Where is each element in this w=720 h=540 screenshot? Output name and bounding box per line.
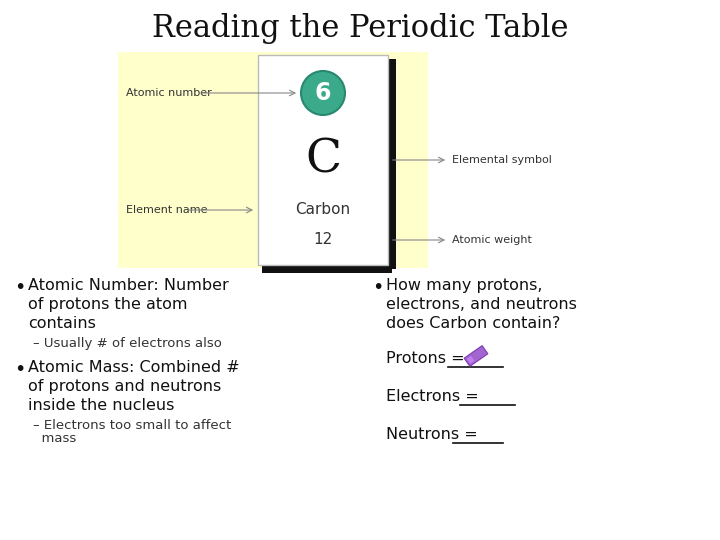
Text: contains: contains — [28, 316, 96, 331]
Text: •: • — [14, 360, 25, 379]
Text: Atomic Number: Number: Atomic Number: Number — [28, 278, 229, 293]
Text: How many protons,: How many protons, — [386, 278, 542, 293]
FancyBboxPatch shape — [262, 265, 392, 273]
Text: Carbon: Carbon — [295, 202, 351, 218]
Text: •: • — [14, 278, 25, 297]
Text: inside the nucleus: inside the nucleus — [28, 398, 174, 413]
Text: does Carbon contain?: does Carbon contain? — [386, 316, 560, 331]
Text: 12: 12 — [313, 233, 333, 247]
FancyBboxPatch shape — [118, 52, 428, 268]
Polygon shape — [467, 356, 474, 363]
Text: of protons and neutrons: of protons and neutrons — [28, 379, 221, 394]
Text: Electrons =: Electrons = — [386, 389, 484, 404]
Text: Element name: Element name — [126, 205, 207, 215]
Text: electrons, and neutrons: electrons, and neutrons — [386, 297, 577, 312]
Text: of protons the atom: of protons the atom — [28, 297, 187, 312]
Polygon shape — [464, 346, 488, 367]
Text: Atomic number: Atomic number — [126, 88, 212, 98]
Text: – Usually # of electrons also: – Usually # of electrons also — [33, 337, 222, 350]
Text: •: • — [372, 278, 383, 297]
Text: C: C — [305, 137, 341, 183]
Text: Elemental symbol: Elemental symbol — [452, 155, 552, 165]
Text: – Electrons too small to affect: – Electrons too small to affect — [33, 419, 231, 432]
Text: Neutrons =: Neutrons = — [386, 427, 483, 442]
FancyBboxPatch shape — [388, 59, 396, 269]
Text: Atomic Mass: Combined #: Atomic Mass: Combined # — [28, 360, 240, 375]
Text: mass: mass — [33, 432, 76, 445]
Text: Protons =: Protons = — [386, 351, 469, 366]
Text: 6: 6 — [315, 81, 331, 105]
Circle shape — [301, 71, 345, 115]
FancyBboxPatch shape — [258, 55, 388, 265]
Text: Atomic weight: Atomic weight — [452, 235, 532, 245]
Text: Reading the Periodic Table: Reading the Periodic Table — [152, 12, 568, 44]
